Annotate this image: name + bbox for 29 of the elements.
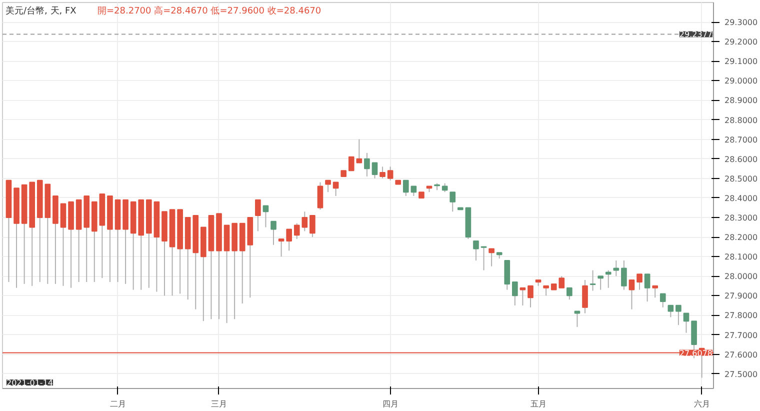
y-tick-label: 28.5000 bbox=[724, 174, 758, 184]
x-tick-label: 三月 bbox=[210, 400, 227, 408]
y-tick-label: 29.3000 bbox=[724, 18, 758, 28]
y-tick-label: 28.3000 bbox=[724, 213, 758, 222]
chart-subtitle: 開=28.2700 高=28.4670 低=27.9600 收=28.4670 bbox=[98, 6, 322, 16]
x-tick-label: 四月 bbox=[382, 400, 398, 408]
y-tick-label: 29.1000 bbox=[724, 57, 758, 66]
x-tick-label: 五月 bbox=[530, 400, 546, 408]
y-tick-label: 28.0000 bbox=[724, 272, 758, 282]
y-tick-label: 27.7000 bbox=[724, 330, 758, 340]
y-tick-label: 28.7000 bbox=[724, 135, 758, 144]
ref-line-label: 27.6078 bbox=[679, 348, 713, 358]
ref-line-label: 29.2377 bbox=[679, 30, 713, 40]
y-tick-label: 28.2000 bbox=[724, 233, 758, 242]
y-tick-label: 27.8000 bbox=[724, 311, 758, 320]
chart-title: 美元/台幣, 天, FX bbox=[6, 6, 76, 16]
x-tick-label: 二月 bbox=[110, 400, 126, 408]
y-tick-label: 28.6000 bbox=[724, 154, 758, 164]
x-tick-label: 六月 bbox=[694, 400, 710, 408]
annotation: 2021-01-14 bbox=[6, 378, 53, 388]
y-tick-label: 27.9000 bbox=[724, 292, 758, 301]
y-tick-label: 28.1000 bbox=[724, 252, 758, 262]
y-tick-label: 28.8000 bbox=[724, 116, 758, 125]
y-tick-label: 29.2000 bbox=[724, 38, 758, 47]
y-tick-label: 28.4000 bbox=[724, 194, 758, 203]
y-tick-label: 27.6000 bbox=[724, 350, 758, 360]
y-tick-label: 28.9000 bbox=[724, 96, 758, 106]
y-tick-label: 27.5000 bbox=[724, 370, 758, 379]
y-tick-label: 29.0000 bbox=[724, 76, 758, 86]
